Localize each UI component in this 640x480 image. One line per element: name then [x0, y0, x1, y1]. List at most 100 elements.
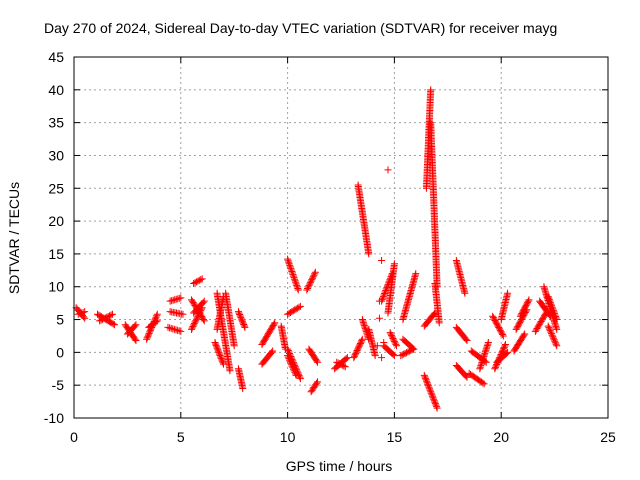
data-point — [103, 313, 111, 321]
data-point — [303, 286, 311, 294]
data-point — [525, 296, 533, 304]
data-point — [285, 348, 293, 356]
data-point — [218, 357, 226, 365]
data-point — [234, 308, 242, 316]
data-point — [132, 321, 140, 329]
data-point — [291, 277, 299, 285]
data-point — [131, 335, 139, 343]
y-tick-label: -10 — [44, 410, 64, 426]
data-point — [239, 318, 247, 326]
data-point — [387, 330, 395, 338]
data-point — [240, 322, 248, 330]
data-point — [288, 362, 296, 370]
data-point — [365, 250, 373, 258]
data-point — [284, 255, 292, 263]
data-point — [217, 354, 225, 362]
data-point — [397, 352, 405, 360]
data-point — [412, 270, 420, 278]
data-point — [476, 363, 484, 371]
data-point — [463, 373, 471, 381]
data-point — [195, 311, 203, 319]
data-point — [391, 339, 399, 347]
data-point — [549, 306, 557, 314]
data-point — [293, 283, 301, 291]
data-point — [108, 310, 116, 318]
data-point — [432, 401, 440, 409]
data-point — [304, 283, 312, 291]
data-point — [358, 337, 366, 345]
data-point — [200, 317, 208, 325]
data-point — [81, 314, 89, 322]
data-point — [499, 346, 507, 354]
data-point — [289, 307, 297, 315]
data-point — [521, 330, 529, 338]
data-point — [177, 294, 185, 302]
data-point — [343, 354, 351, 362]
data-point — [400, 350, 408, 358]
data-point — [218, 356, 226, 364]
data-point — [307, 277, 315, 285]
data-point — [305, 282, 313, 290]
data-point — [480, 351, 488, 359]
data-point — [501, 340, 509, 348]
data-point — [313, 357, 321, 365]
data-point — [428, 391, 436, 399]
data-point — [288, 361, 296, 369]
data-point — [461, 289, 469, 297]
data-point — [216, 350, 224, 358]
x-tick-label: 25 — [600, 429, 616, 445]
data-point — [306, 280, 314, 288]
data-point — [546, 325, 554, 333]
data-point — [284, 347, 292, 355]
data-point — [545, 324, 553, 332]
data-point — [550, 336, 558, 344]
data-point — [199, 298, 207, 306]
data-point — [188, 324, 196, 332]
data-point — [294, 304, 302, 312]
data-point — [198, 275, 206, 283]
data-point — [74, 310, 82, 318]
data-point — [336, 360, 344, 368]
data-point — [288, 308, 296, 316]
data-point — [288, 269, 296, 277]
data-point — [294, 284, 302, 292]
data-point — [101, 314, 109, 322]
data-point — [286, 263, 294, 271]
data-point — [549, 334, 557, 342]
y-tick-label: 0 — [56, 344, 64, 360]
data-point — [380, 291, 388, 299]
data-point — [79, 308, 87, 316]
data-point — [153, 312, 161, 320]
y-tick-label: 20 — [48, 213, 64, 229]
data-point — [427, 388, 435, 396]
data-point — [192, 315, 200, 323]
data-point — [304, 285, 312, 293]
data-point — [492, 362, 500, 370]
data-point — [478, 359, 486, 367]
y-tick-label: 10 — [48, 279, 64, 295]
data-point — [286, 261, 294, 269]
data-point — [426, 385, 434, 393]
data-point — [309, 274, 317, 282]
data-point — [284, 257, 292, 265]
data-point — [311, 268, 319, 276]
data-point — [212, 341, 220, 349]
data-point — [291, 368, 299, 376]
data-point — [98, 315, 106, 323]
plot-frame — [73, 56, 609, 419]
data-point — [410, 345, 418, 353]
data-point — [482, 346, 490, 354]
data-point — [284, 345, 292, 353]
data-point — [111, 321, 119, 329]
data-point — [214, 346, 222, 354]
data-point — [286, 356, 294, 364]
data-point — [483, 342, 491, 350]
data-point — [390, 337, 398, 345]
data-point — [476, 365, 484, 373]
data-point — [422, 376, 430, 384]
data-point — [553, 342, 561, 350]
data-point — [191, 318, 199, 326]
data-point — [398, 351, 406, 359]
data-point — [403, 349, 411, 357]
y-tick-label: 40 — [48, 82, 64, 98]
